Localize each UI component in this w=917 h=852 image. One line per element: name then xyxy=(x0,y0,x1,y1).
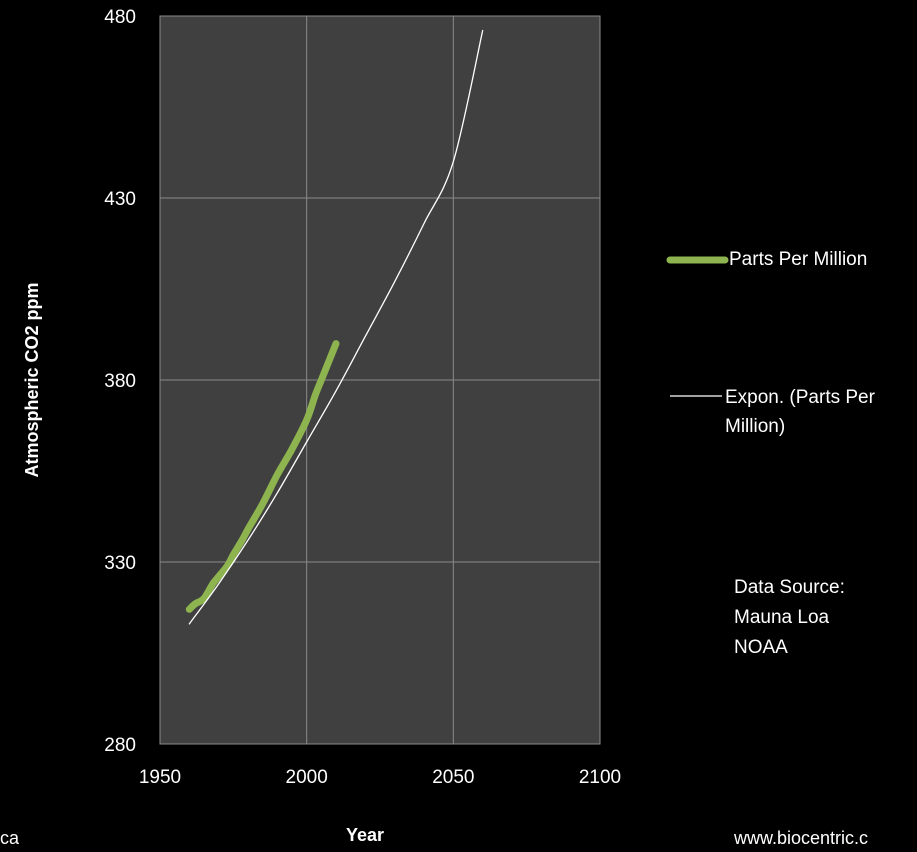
tick-labels: 1950 2000 2050 2100 280 330 380 430 480 xyxy=(104,7,621,788)
x-tick-label: 2050 xyxy=(432,767,474,788)
x-tick-label: 1950 xyxy=(139,767,181,788)
y-tick-label: 380 xyxy=(104,371,136,392)
x-tick-label: 2000 xyxy=(286,767,328,788)
footer-website: www.biocentric.c xyxy=(734,828,869,848)
legend-label-trend-1: Expon. (Parts Per xyxy=(725,387,875,408)
y-axis-title: Atmospheric CO2 ppm xyxy=(22,282,42,477)
y-tick-label: 430 xyxy=(104,189,136,210)
y-tick-label: 280 xyxy=(104,735,136,756)
legend-label-trend-2: Million) xyxy=(725,416,786,437)
data-source-agency: NOAA xyxy=(734,637,788,658)
data-source-station: Mauna Loa xyxy=(734,607,830,628)
legend-label-ppm: Parts Per Million xyxy=(729,249,868,270)
x-tick-label: 2100 xyxy=(579,767,621,788)
y-tick-label: 330 xyxy=(104,553,136,574)
y-tick-label: 480 xyxy=(104,7,136,28)
x-axis-title: Year xyxy=(346,825,384,845)
footer-left-text: ca xyxy=(0,828,20,848)
series xyxy=(185,29,484,625)
data-source-label: Data Source: xyxy=(734,577,845,598)
series-line-ppm xyxy=(185,340,340,613)
trendline-expon xyxy=(188,29,484,625)
